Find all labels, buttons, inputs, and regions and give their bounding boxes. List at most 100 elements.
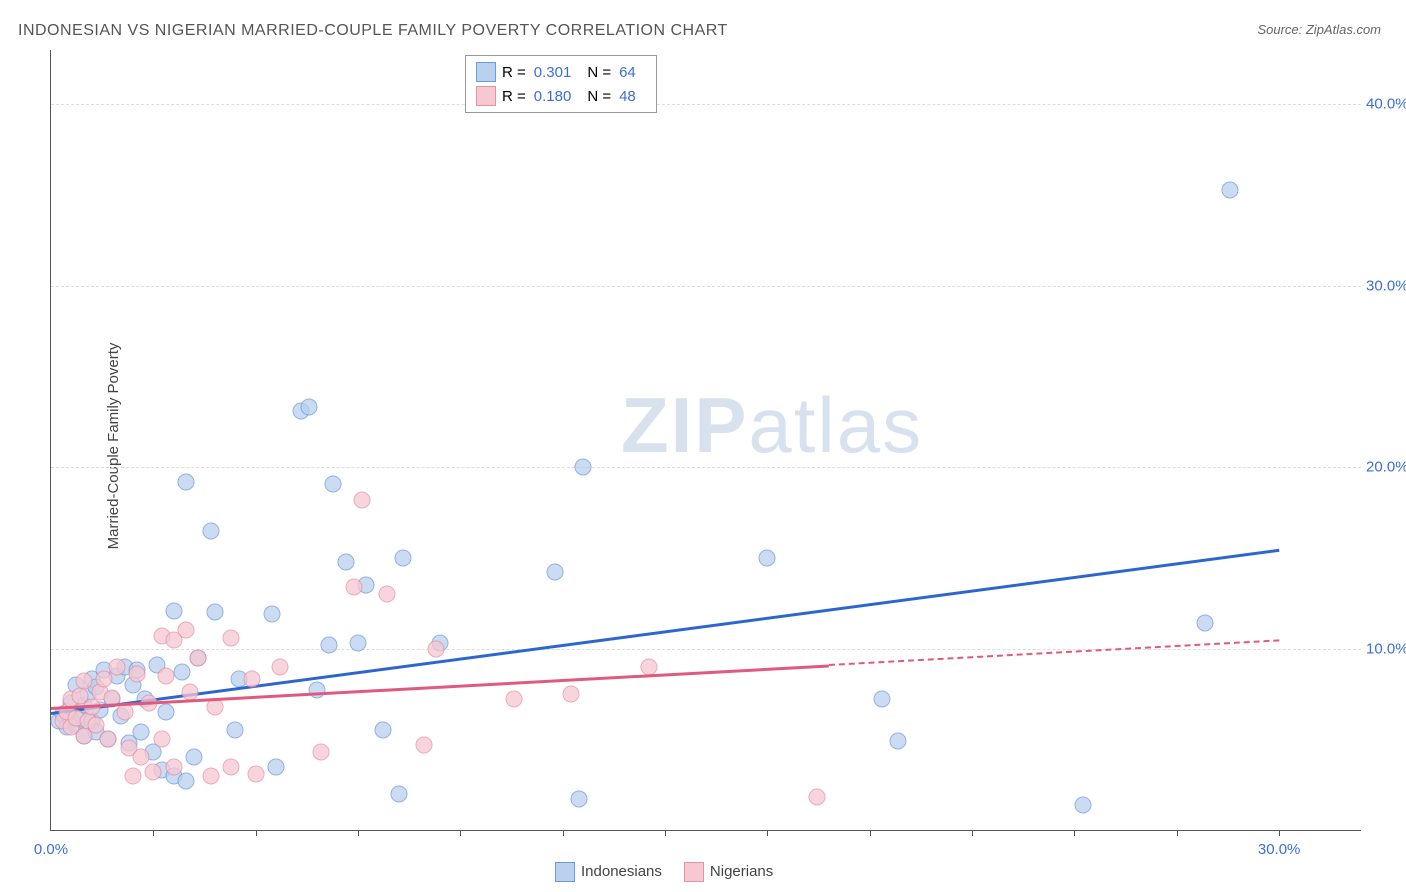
legend-n-label: N = xyxy=(587,64,611,81)
x-tick-mark xyxy=(358,830,359,836)
legend-item: Indonesians xyxy=(555,862,662,882)
data-point xyxy=(133,749,150,766)
x-tick-mark xyxy=(1177,830,1178,836)
data-point xyxy=(75,673,92,690)
x-tick-label: 30.0% xyxy=(1258,841,1301,858)
data-point xyxy=(354,491,371,508)
data-point xyxy=(337,553,354,570)
x-tick-mark xyxy=(972,830,973,836)
x-tick-mark xyxy=(563,830,564,836)
data-point xyxy=(178,473,195,490)
data-point xyxy=(133,724,150,741)
data-point xyxy=(395,549,412,566)
x-tick-mark xyxy=(870,830,871,836)
y-tick-label: 40.0% xyxy=(1366,96,1406,113)
source-attribution: Source: ZipAtlas.com xyxy=(1257,22,1381,37)
gridline-h xyxy=(51,467,1361,468)
y-tick-label: 20.0% xyxy=(1366,459,1406,476)
data-point xyxy=(124,767,141,784)
legend-r-value: 0.180 xyxy=(534,88,572,105)
data-point xyxy=(227,722,244,739)
data-point xyxy=(415,736,432,753)
data-point xyxy=(186,749,203,766)
data-point xyxy=(157,667,174,684)
data-point xyxy=(890,733,907,750)
data-point xyxy=(562,685,579,702)
x-tick-mark xyxy=(460,830,461,836)
data-point xyxy=(243,671,260,688)
data-point xyxy=(190,649,207,666)
data-point xyxy=(325,475,342,492)
legend-swatch xyxy=(476,86,496,106)
data-point xyxy=(202,767,219,784)
legend-n-value: 64 xyxy=(619,64,636,81)
gridline-h xyxy=(51,104,1361,105)
legend-item: Nigerians xyxy=(684,862,773,882)
data-point xyxy=(145,763,162,780)
data-point xyxy=(309,682,326,699)
data-point xyxy=(546,564,563,581)
y-tick-label: 30.0% xyxy=(1366,277,1406,294)
trend-line xyxy=(829,640,1279,667)
correlation-legend: R = 0.301 N = 64 R = 0.180 N = 48 xyxy=(465,55,657,113)
x-tick-mark xyxy=(1074,830,1075,836)
legend-r-label: R = xyxy=(502,88,526,105)
data-point xyxy=(88,716,105,733)
data-point xyxy=(206,604,223,621)
data-point xyxy=(1222,181,1239,198)
legend-swatch xyxy=(555,862,575,882)
data-point xyxy=(640,658,657,675)
data-point xyxy=(350,635,367,652)
data-point xyxy=(1074,796,1091,813)
data-point xyxy=(759,549,776,566)
data-point xyxy=(321,636,338,653)
legend-n-label: N = xyxy=(587,88,611,105)
watermark-text: ZIPatlas xyxy=(621,380,923,471)
data-point xyxy=(247,765,264,782)
chart-title: INDONESIAN VS NIGERIAN MARRIED-COUPLE FA… xyxy=(18,22,728,40)
data-point xyxy=(264,606,281,623)
data-point xyxy=(100,731,117,748)
x-tick-mark xyxy=(153,830,154,836)
x-tick-mark xyxy=(256,830,257,836)
data-point xyxy=(223,629,240,646)
data-point xyxy=(874,691,891,708)
data-point xyxy=(374,722,391,739)
data-point xyxy=(505,691,522,708)
data-point xyxy=(116,704,133,721)
data-point xyxy=(96,671,113,688)
legend-row: R = 0.301 N = 64 xyxy=(476,60,646,84)
data-point xyxy=(1197,615,1214,632)
data-point xyxy=(223,758,240,775)
data-point xyxy=(178,773,195,790)
data-point xyxy=(268,758,285,775)
gridline-h xyxy=(51,286,1361,287)
data-point xyxy=(272,658,289,675)
x-tick-label: 0.0% xyxy=(34,841,68,858)
data-point xyxy=(157,704,174,721)
legend-series-name: Nigerians xyxy=(710,863,773,880)
data-point xyxy=(128,666,145,683)
legend-n-value: 48 xyxy=(619,88,636,105)
data-point xyxy=(345,578,362,595)
data-point xyxy=(390,785,407,802)
data-point xyxy=(153,731,170,748)
legend-r-value: 0.301 xyxy=(534,64,572,81)
legend-row: R = 0.180 N = 48 xyxy=(476,84,646,108)
data-point xyxy=(108,658,125,675)
data-point xyxy=(808,789,825,806)
data-point xyxy=(174,664,191,681)
data-point xyxy=(165,758,182,775)
data-point xyxy=(300,399,317,416)
x-tick-mark xyxy=(767,830,768,836)
data-point xyxy=(165,602,182,619)
data-point xyxy=(313,744,330,761)
gridline-h xyxy=(51,649,1361,650)
data-point xyxy=(571,791,588,808)
scatter-plot-area: ZIPatlas 10.0%20.0%30.0%40.0%0.0%30.0% xyxy=(50,50,1361,831)
data-point xyxy=(575,459,592,476)
legend-r-label: R = xyxy=(502,64,526,81)
legend-swatch xyxy=(476,62,496,82)
y-tick-label: 10.0% xyxy=(1366,640,1406,657)
data-point xyxy=(427,640,444,657)
